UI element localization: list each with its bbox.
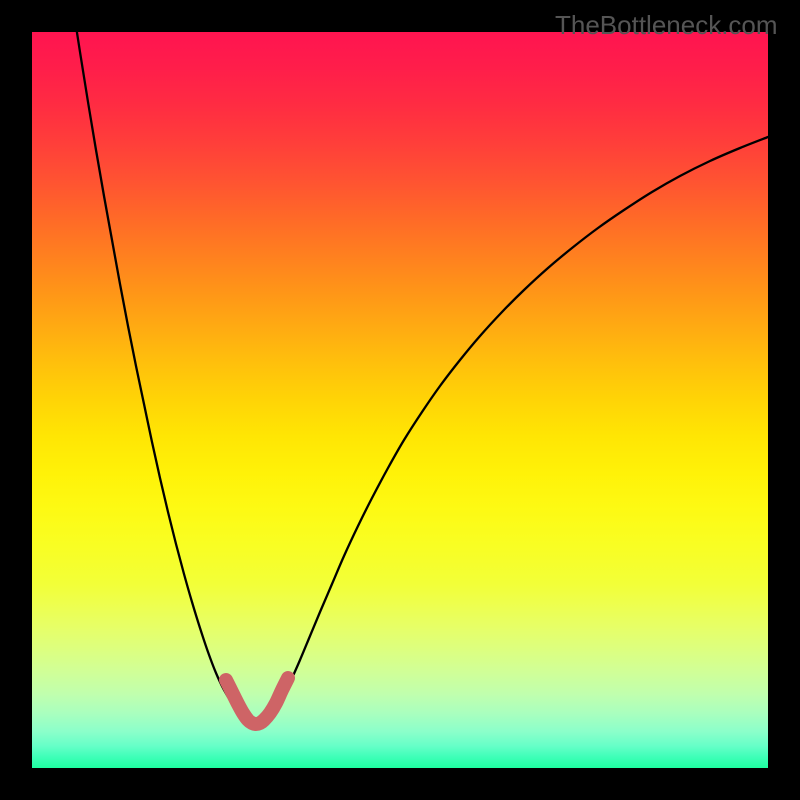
watermark-text: TheBottleneck.com — [555, 10, 778, 41]
chart-svg — [0, 0, 800, 800]
notch-highlight — [226, 678, 288, 724]
curve-layer — [72, 0, 768, 724]
chart-container: TheBottleneck.com — [0, 0, 800, 800]
bottleneck-curve — [72, 0, 768, 720]
